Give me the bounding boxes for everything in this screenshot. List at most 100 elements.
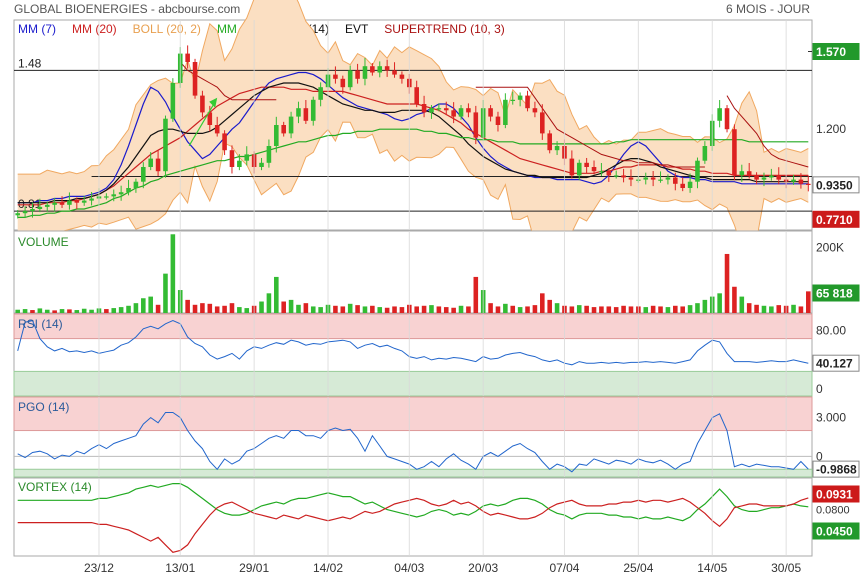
candle-body	[643, 177, 649, 180]
volume-bar	[163, 273, 168, 313]
volume-bar	[355, 305, 360, 313]
supertrend-segment-1	[475, 86, 705, 168]
volume-bar	[421, 305, 427, 313]
volume-bar	[281, 301, 286, 313]
volume-bar	[266, 293, 272, 313]
volume-bar	[392, 306, 397, 313]
volume-bar	[665, 307, 671, 313]
volume-bar	[303, 303, 309, 313]
candle-body	[798, 179, 804, 184]
candle-body	[658, 179, 663, 181]
candle-body	[525, 95, 530, 109]
volume-bar	[584, 305, 589, 313]
pgo-ytick-0: 3.000	[816, 411, 846, 425]
volume-badge: 65 818	[816, 287, 853, 301]
candle-body	[229, 150, 235, 167]
volume-bar	[695, 303, 700, 313]
ma-line-2	[17, 82, 809, 204]
volume-bar	[370, 305, 375, 313]
volume-bar	[613, 307, 619, 313]
candle-body	[702, 146, 708, 161]
ma-line-0	[17, 71, 809, 204]
candle-body	[436, 108, 442, 110]
volume-bar	[148, 296, 153, 313]
volume-bar	[606, 306, 612, 313]
volume-bar	[274, 276, 279, 313]
volume-bar	[414, 306, 419, 313]
volume-pane-frame	[13, 230, 813, 314]
candle-body	[554, 146, 560, 151]
volume-bar	[458, 305, 464, 313]
volume-bar	[658, 306, 663, 313]
volume-bar	[643, 307, 649, 313]
candle-body	[591, 167, 597, 172]
ma-line-3	[17, 128, 809, 218]
volume-bar	[754, 304, 759, 313]
volume-bar	[673, 305, 678, 313]
volume-bar	[687, 305, 693, 313]
candle-body	[421, 104, 427, 113]
candle-body	[222, 133, 227, 151]
legend-item-2: BOLL (20, 2)	[133, 22, 201, 36]
candle-body	[318, 87, 323, 100]
volume-bar	[806, 291, 811, 313]
candle-body	[532, 108, 538, 113]
x-tick-label: 20/03	[468, 561, 498, 575]
candle-body	[163, 118, 168, 172]
rsi-title: RSI (14)	[18, 317, 63, 331]
candle-body	[392, 70, 397, 75]
candle-body	[296, 108, 301, 117]
volume-bar	[532, 305, 538, 313]
price-ytick-1: 1.200	[816, 122, 846, 136]
volume-bar	[141, 298, 146, 313]
volume-bar	[104, 309, 109, 313]
rsi-badge-bg	[812, 354, 860, 372]
volume-bar	[229, 303, 235, 313]
x-tick-label: 14/05	[697, 561, 727, 575]
volume-bar	[340, 306, 346, 313]
volume-bar	[237, 307, 242, 313]
volume-bar	[769, 306, 774, 313]
volume-bar	[15, 309, 20, 313]
x-tick-label: 25/04	[623, 561, 653, 575]
volume-bar	[569, 306, 575, 313]
bollinger-upper-line	[17, 0, 809, 175]
candle-body	[59, 202, 65, 205]
candle-body	[754, 175, 759, 180]
volume-bar	[192, 304, 198, 313]
x-tick-label: 13/01	[165, 561, 195, 575]
volume-bar	[547, 299, 552, 313]
candle-body	[133, 181, 139, 188]
candle-body	[399, 74, 405, 79]
candle-body	[458, 108, 464, 117]
volume-bar	[732, 286, 737, 313]
volume-bar	[333, 305, 338, 313]
volume-bar	[776, 305, 782, 313]
chart-title: GLOBAL BIOENERGIES - abcbourse.com	[14, 2, 241, 16]
candle-body	[288, 116, 294, 134]
candle-body	[347, 70, 353, 88]
candle-body	[148, 158, 153, 167]
volume-bar	[680, 306, 685, 313]
price-badge-2-bg	[812, 210, 860, 228]
volume-bar	[746, 303, 752, 313]
volume-bar	[259, 301, 264, 313]
volume-badge-bg	[812, 284, 860, 302]
vortex-badge-1: 0.0450	[816, 525, 853, 539]
volume-bar	[384, 307, 390, 313]
volume-bar	[74, 310, 80, 313]
pgo-overbought-zone	[13, 396, 813, 432]
candle-body	[517, 95, 523, 100]
volume-bar	[451, 307, 456, 313]
volume-bar	[362, 306, 368, 313]
volume-bar	[89, 309, 94, 313]
candle-body	[540, 112, 545, 134]
candle-body	[155, 158, 161, 172]
candle-body	[680, 183, 685, 188]
pgo-title: PGO (14)	[18, 400, 69, 414]
candle-body	[746, 171, 752, 176]
volume-bar	[510, 305, 516, 313]
rsi-oversold-zone	[13, 370, 813, 397]
bollinger-lower-line	[17, 121, 809, 261]
